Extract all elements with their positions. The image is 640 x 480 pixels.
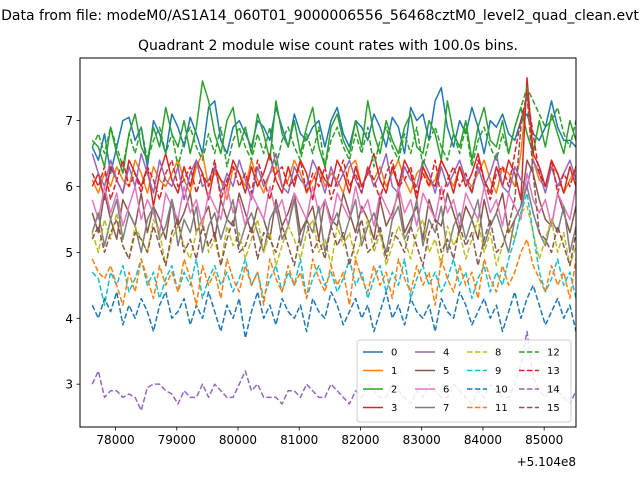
legend-label-2: 2 <box>391 385 397 396</box>
x-tick-label: 82000 <box>341 433 379 447</box>
x-axis: 78000 79000 80000 81000 82000 83000 84000 85000 <box>96 427 563 447</box>
legend-label-15: 15 <box>547 403 560 414</box>
series-line-13 <box>91 93 576 201</box>
legend-label-3: 3 <box>391 403 397 414</box>
legend-label-8: 8 <box>495 348 501 359</box>
y-tick-label: 6 <box>65 180 73 194</box>
x-tick-label: 79000 <box>158 433 196 447</box>
x-tick-label: 78000 <box>96 433 134 447</box>
x-tick-label: 83000 <box>403 433 441 447</box>
legend-label-14: 14 <box>547 385 560 396</box>
legend-label-5: 5 <box>443 366 449 377</box>
legend-label-13: 13 <box>547 366 560 377</box>
legend-label-6: 6 <box>443 385 449 396</box>
series-layer <box>91 77 576 412</box>
legend-label-11: 11 <box>495 403 508 414</box>
legend-label-0: 0 <box>391 348 397 359</box>
legend-label-1: 1 <box>391 366 397 377</box>
y-tick-label: 4 <box>65 312 73 326</box>
legend-box <box>356 339 572 423</box>
x-tick-label: 81000 <box>280 433 318 447</box>
legend-label-7: 7 <box>443 403 449 414</box>
x-offset-label: +5.104e8 <box>517 455 576 469</box>
y-tick-label: 3 <box>65 378 73 392</box>
series-line-0 <box>91 86 576 175</box>
series-line-2 <box>91 80 576 175</box>
series-line-4 <box>91 152 576 201</box>
legend-label-4: 4 <box>443 348 449 359</box>
series-line-11 <box>91 238 576 306</box>
y-tick-label: 5 <box>65 246 73 260</box>
legend-label-10: 10 <box>495 385 508 396</box>
series-line-8 <box>91 205 576 267</box>
x-tick-label: 85000 <box>525 433 563 447</box>
series-line-9 <box>91 192 576 306</box>
y-axis: 3 4 5 6 7 <box>65 114 80 392</box>
figure-suptitle: Data from file: modeM0/AS1A14_060T01_900… <box>1 8 639 24</box>
legend-label-9: 9 <box>495 366 501 377</box>
series-line-3 <box>91 77 576 208</box>
series-line-15 <box>91 93 576 267</box>
y-tick-label: 7 <box>65 114 73 128</box>
x-tick-label: 84000 <box>464 433 502 447</box>
series-line-12 <box>91 86 576 168</box>
legend-label-12: 12 <box>547 348 560 359</box>
x-tick-label: 80000 <box>219 433 257 447</box>
chart-title: Quadrant 2 module wise count rates with … <box>138 38 518 54</box>
axes-frame <box>79 57 577 428</box>
series-line-10 <box>91 284 576 339</box>
series-line-6 <box>91 172 576 234</box>
